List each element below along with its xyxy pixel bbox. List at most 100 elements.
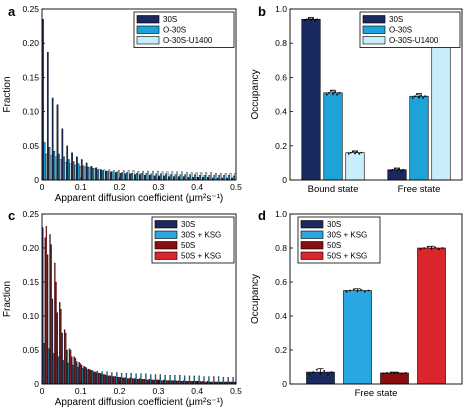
y-tick-label: 0.10 [22,311,39,321]
data-point [389,170,392,172]
data-point [315,368,318,371]
histogram-bar [173,176,175,181]
data-point [418,96,420,99]
legend-entry: 50S + KSG [181,252,221,261]
plot-frame [289,8,463,181]
x-tick-label: 0.2 [114,386,126,396]
histogram-bar [198,175,201,181]
data-point [394,167,396,170]
histogram-bar [113,376,115,385]
histogram-bar [213,175,216,181]
histogram-bar [158,175,161,181]
x-tick-label: 0.3 [152,386,164,396]
histogram-bar [218,175,221,181]
histogram-bar [150,173,153,181]
histogram-bar [44,237,46,385]
data-point [352,288,355,291]
legend-swatch [362,15,386,24]
data-point [363,290,366,293]
histogram-bar [135,373,137,385]
histogram-bar [205,172,208,181]
histogram-bar [128,378,130,385]
histogram-bar [156,379,158,385]
histogram-bar [165,380,168,385]
histogram-bar [97,372,100,385]
histogram-bar [190,172,193,181]
histogram-bar [153,175,156,181]
histogram-bar [84,366,86,385]
histogram-bar [176,171,178,181]
histogram-bar [93,371,95,385]
histogram-bar [90,370,92,385]
histogram-bar [136,379,138,385]
y-tick-label: 1.0 [275,209,287,219]
histogram-bar [103,374,106,385]
histogram-bar [129,173,132,181]
category-label: Free state [398,184,441,195]
histogram-bar [76,361,78,385]
x-axis-label: Apparent diffusion coefficient (μm²s⁻¹) [55,397,224,408]
histogram-bar [122,170,125,181]
histogram-bar [78,362,80,385]
histogram-bar [87,166,90,181]
data-point [308,373,311,376]
histogram-bar [48,146,51,181]
histogram-bar [72,364,74,385]
histogram-bar [134,174,136,181]
histogram-bar [179,374,181,385]
histogram-bar [124,173,127,181]
histogram-bar [82,165,85,181]
histogram-bar [110,375,112,385]
data-point [422,97,425,99]
data-point [393,372,396,375]
histogram-bar [162,380,164,385]
bar [343,290,372,385]
legend-swatch [154,241,178,250]
histogram-bar [126,172,128,181]
y-tick-label: 0 [34,379,39,389]
histogram-bar [124,377,126,385]
histogram-bar [69,163,72,181]
histogram-bar [227,377,229,385]
x-tick-label: 0.2 [114,182,126,192]
histogram-bar [102,374,105,385]
histogram-bar [142,379,145,385]
y-tick-label: 0.15 [22,72,39,82]
legend-entry: 30S [389,15,403,24]
histogram-bar [64,162,67,181]
histogram-bar [74,164,77,181]
histogram-bar [121,172,124,181]
histogram-bar [117,377,119,385]
data-point [413,95,416,98]
category-label: Free state [355,388,398,399]
legend-swatch [136,15,160,24]
histogram-bar [60,309,62,385]
histogram-bar [161,171,164,181]
panel-d: d 0 0.2 0.4 0.6 0.8 1.0 Occupancy Free state 30S 3… [250,208,463,399]
histogram-bar [105,374,107,385]
histogram-bar [62,360,64,385]
data-point [356,151,358,153]
histogram-bar [79,363,81,385]
histogram-bar [208,376,210,385]
bar [431,36,451,181]
legend-entry: O-30S-U1400 [163,36,213,45]
data-point [426,245,429,248]
histogram-bar [80,159,83,181]
histogram-bar [168,176,170,181]
x-tick-label: 0.4 [191,386,203,396]
histogram-bar [182,176,185,181]
histogram-bar [71,152,73,181]
histogram-bar [61,128,64,181]
histogram-bar [67,159,70,181]
legend-entry: 30S + KSG [327,231,367,240]
x-tick-label: 0.1 [75,182,87,192]
plot-frame [289,213,463,385]
panel-a: a 0 0.05 0.10 0.15 0.20 0.25 Fraction 0 0.1 0.2 0.3… [2,4,242,204]
histogram-bar [189,174,191,181]
histogram-bar [94,371,96,385]
histogram-bar [111,171,114,181]
y-tick-label: 0 [282,175,287,185]
data-point [349,289,352,292]
legend-entry: 30S [163,15,177,24]
